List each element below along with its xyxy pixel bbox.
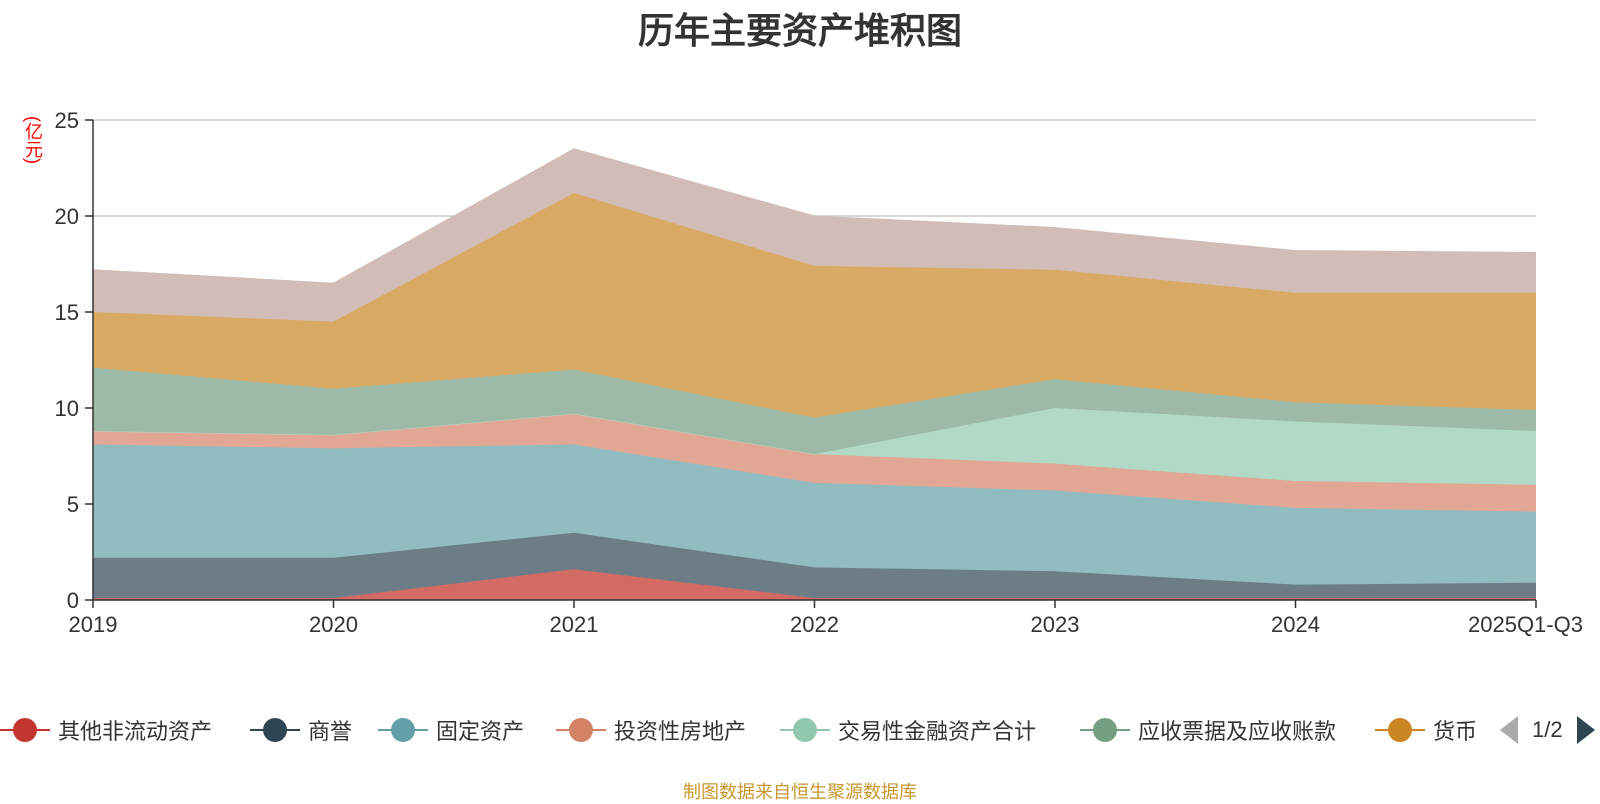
area-series-6[interactable] (93, 192, 1536, 418)
legend-label: 商誉 (308, 719, 353, 744)
legend-prev-page-icon[interactable] (1500, 716, 1518, 744)
x-tick-label: 2022 (790, 612, 839, 637)
area-series-3[interactable] (93, 413, 1536, 512)
area-series-4[interactable] (93, 408, 1536, 485)
legend-item[interactable]: 交易性金融资产合计 (780, 714, 1036, 746)
legend-marker-icon (1080, 714, 1130, 746)
legend-label: 其他非流动资产 (58, 719, 213, 744)
x-tick-label: 2025Q1-Q3 (1468, 612, 1583, 637)
area-series-line-7 (92, 148, 1537, 284)
source-note: 制图数据来自恒生聚源数据库 (683, 782, 917, 802)
x-tick-label: 2023 (1031, 612, 1080, 637)
legend-item[interactable]: 固定资产 (378, 714, 524, 746)
legend-marker-icon (556, 714, 606, 746)
legend-label: 货币 (1433, 719, 1478, 744)
legend-label: 固定资产 (436, 719, 525, 744)
legend-marker-icon (1375, 714, 1425, 746)
legend-label: 交易性金融资产合计 (838, 719, 1037, 744)
legend-item[interactable]: 商誉 (250, 714, 352, 746)
y-tick-label: 20 (55, 204, 79, 229)
y-tick-label: 5 (67, 492, 79, 517)
area-series-group (92, 148, 1537, 600)
area-series-1[interactable] (93, 532, 1536, 599)
legend-item[interactable]: 投资性房地产 (556, 714, 746, 746)
area-series-7[interactable] (93, 148, 1536, 322)
y-tick-label: 10 (55, 396, 79, 421)
legend-marker-icon (250, 714, 300, 746)
chart-title: 历年主要资产堆积图 (637, 10, 962, 51)
y-tick-label: 15 (55, 300, 79, 325)
legend: 其他非流动资产 商誉 固定资产 投资性房地产 交易性金融资产合计 应收票据及应收账款 货币 (0, 714, 1600, 746)
legend-label: 投资性房地产 (614, 719, 747, 744)
x-tick-label: 2020 (309, 612, 358, 637)
legend-item[interactable]: 应收票据及应收账款 (1080, 714, 1336, 746)
legend-marker-icon (378, 714, 428, 746)
area-series-5[interactable] (93, 367, 1536, 455)
x-tick-label: 2021 (550, 612, 599, 637)
legend-marker-icon (0, 714, 50, 746)
area-series-2[interactable] (93, 444, 1536, 585)
legend-item[interactable]: 货币 (1375, 714, 1477, 746)
legend-next-page-icon[interactable] (1576, 716, 1595, 744)
area-series-0[interactable] (93, 569, 1536, 600)
x-tick-label: 2019 (69, 612, 118, 637)
legend-item[interactable]: 其他非流动资产 (0, 714, 212, 746)
y-axis-unit-label: (亿元) (23, 116, 43, 164)
y-tick-label: 0 (67, 588, 79, 613)
legend-label: 应收票据及应收账款 (1138, 719, 1337, 744)
legend-pager: 1/2 (1500, 714, 1595, 746)
axes: 0 5 10 15 20 25 2019 2020 2021 2022 2023 2024 2025Q1… (55, 108, 1583, 637)
x-tick-label: 2024 (1271, 612, 1320, 637)
legend-page-indicator: 1/2 (1532, 717, 1563, 742)
legend-marker-icon (780, 714, 830, 746)
y-tick-label: 25 (55, 108, 79, 133)
